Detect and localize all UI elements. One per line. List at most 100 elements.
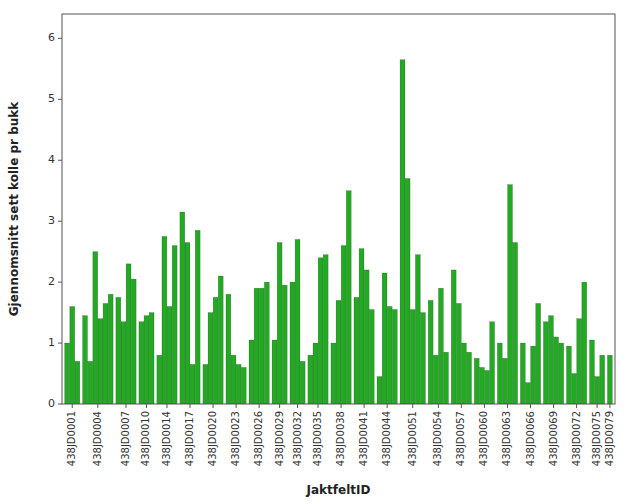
x-tick	[553, 404, 554, 408]
bar	[190, 364, 195, 404]
y-tick-label: 6	[48, 31, 55, 44]
bar	[185, 243, 190, 404]
bar	[98, 319, 103, 404]
bar	[254, 288, 259, 404]
bar	[382, 273, 387, 404]
x-tick	[387, 404, 388, 408]
bar	[162, 236, 167, 404]
bar	[572, 374, 577, 404]
bar	[566, 346, 571, 404]
bar	[103, 303, 108, 404]
x-tick	[341, 404, 342, 408]
bar	[300, 361, 305, 404]
bar	[203, 364, 208, 404]
y-tick-label: 0	[48, 397, 55, 410]
bar	[213, 297, 218, 404]
bar	[149, 313, 154, 404]
x-tick-label: 438JD0038	[335, 411, 346, 466]
bar	[121, 322, 126, 404]
bar	[600, 355, 605, 404]
y-tick	[58, 404, 62, 405]
bar	[226, 294, 231, 404]
x-tick	[609, 404, 610, 408]
plot-frame	[62, 14, 615, 404]
chart: 0123456438JD0001438JD0004438JD0007438JD0…	[0, 0, 629, 504]
x-tick	[530, 404, 531, 408]
bar	[577, 319, 582, 404]
bar	[116, 297, 121, 404]
y-tick-label: 5	[48, 92, 55, 105]
bar	[331, 343, 336, 404]
y-tick	[58, 343, 62, 344]
bar	[75, 361, 80, 404]
bar	[497, 343, 502, 404]
bar	[144, 316, 149, 404]
y-tick-label: 1	[48, 336, 55, 349]
x-tick-label: 438JD0057	[455, 411, 466, 466]
y-tick-label: 3	[48, 214, 55, 227]
x-tick-label: 438JD0029	[274, 411, 285, 466]
bar	[531, 346, 536, 404]
x-tick-label: 438JD0007	[120, 411, 131, 466]
bar	[126, 264, 131, 404]
bar	[139, 322, 144, 404]
y-tick	[58, 160, 62, 161]
bar	[354, 297, 359, 404]
bar	[236, 364, 241, 404]
x-tick	[507, 404, 508, 408]
bar	[336, 300, 341, 404]
x-tick	[597, 404, 598, 408]
y-tick	[58, 221, 62, 222]
x-tick-label: 438JD0041	[358, 411, 369, 466]
x-tick-label: 438JD0020	[207, 411, 218, 466]
x-tick	[72, 404, 73, 408]
bar	[549, 316, 554, 404]
x-tick-label: 438JD0026	[253, 411, 264, 466]
bar	[387, 307, 392, 405]
bar	[341, 246, 346, 404]
bar	[295, 239, 300, 404]
bar	[218, 276, 223, 404]
bar	[93, 252, 98, 404]
x-tick-label: 438JD0069	[548, 411, 559, 466]
bar	[369, 310, 374, 404]
x-tick-label: 438JD0017	[184, 411, 195, 466]
x-tick	[279, 404, 280, 408]
bar	[474, 358, 479, 404]
bar	[582, 282, 587, 404]
x-tick-label: 438JD0044	[381, 411, 392, 466]
bar	[195, 230, 200, 404]
x-tick	[146, 404, 147, 408]
bar	[590, 340, 595, 404]
bar	[502, 358, 507, 404]
y-tick-label: 4	[48, 153, 55, 166]
bar	[323, 255, 328, 404]
x-tick	[484, 404, 485, 408]
bar	[400, 60, 405, 404]
bar	[428, 300, 433, 404]
x-tick-label: 438JD0060	[478, 411, 489, 466]
bar	[108, 294, 113, 404]
x-tick	[576, 404, 577, 408]
bar	[421, 313, 426, 404]
x-tick	[412, 404, 413, 408]
x-tick-label: 438JD0072	[571, 411, 582, 466]
bar	[607, 355, 612, 404]
bar	[308, 355, 313, 404]
bar	[485, 370, 490, 404]
x-tick-label: 438JD0032	[292, 411, 303, 466]
bar	[180, 212, 185, 404]
bar	[520, 343, 525, 404]
bar	[508, 185, 513, 404]
bar	[554, 337, 559, 404]
bar	[433, 355, 438, 404]
x-tick	[97, 404, 98, 408]
bar	[157, 355, 162, 404]
bar	[456, 303, 461, 404]
bar	[346, 191, 351, 404]
bar	[131, 279, 136, 404]
x-tick	[126, 404, 127, 408]
bar	[364, 270, 369, 404]
y-tick-label: 2	[48, 275, 55, 288]
bar	[405, 179, 410, 404]
